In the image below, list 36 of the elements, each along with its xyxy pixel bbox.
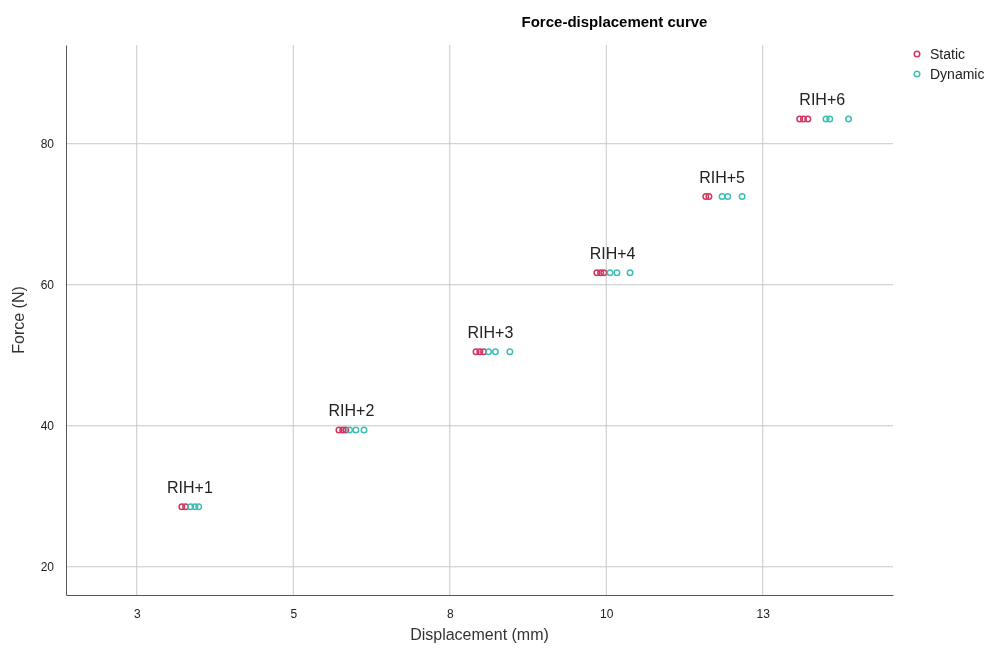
x-tick-label: 10 (600, 606, 614, 621)
point (195, 503, 203, 511)
point (606, 269, 614, 277)
x-tick-label: 8 (446, 606, 454, 621)
y-tick-label: 80 (40, 137, 55, 152)
chart-title: Force-displacement curve (521, 13, 708, 30)
point (597, 269, 605, 277)
point (506, 348, 514, 356)
point (346, 426, 354, 434)
point (352, 426, 360, 434)
point (485, 348, 493, 356)
x-tick-label: 13 (756, 606, 771, 621)
y-axis-title: Force (N) (10, 286, 27, 354)
legend-label: Static (930, 46, 966, 62)
point (845, 115, 853, 123)
x-tick-label: 5 (290, 606, 298, 621)
point (491, 348, 499, 356)
point (738, 193, 746, 201)
point (613, 269, 621, 277)
legend-label: Dynamic (930, 66, 985, 82)
y-tick-label: 40 (40, 419, 55, 434)
annotation: RIH+3 (467, 323, 514, 341)
point (724, 193, 732, 201)
point (804, 115, 812, 123)
annotation: RIH+4 (589, 244, 636, 262)
point (626, 269, 634, 277)
point (600, 269, 608, 277)
x-tick-label: 3 (133, 606, 141, 621)
point (826, 115, 834, 123)
y-tick-label: 60 (40, 278, 55, 293)
annotation: RIH+2 (328, 402, 375, 419)
y-tick-label: 20 (40, 560, 55, 575)
annotation: RIH+6 (799, 91, 846, 109)
annotation: RIH+5 (699, 168, 746, 186)
annotation: RIH+1 (167, 478, 213, 496)
x-axis-title: Displacement (mm) (410, 626, 549, 643)
